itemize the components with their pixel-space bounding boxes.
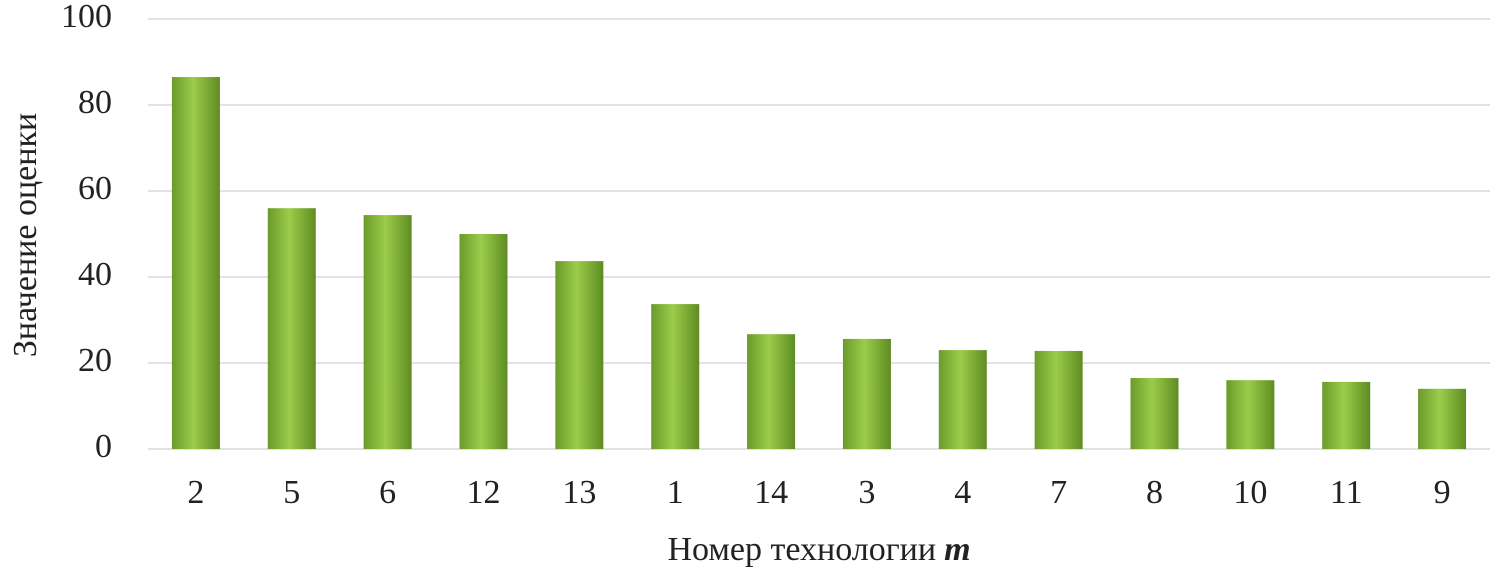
x-tick-label: 8	[1146, 474, 1163, 511]
bar	[1034, 350, 1083, 449]
bar	[1322, 381, 1371, 449]
x-tick-label: 2	[187, 474, 204, 511]
x-tick-label: 9	[1434, 474, 1451, 511]
y-tick-label: 60	[78, 170, 112, 207]
y-tick-label: 0	[95, 428, 112, 465]
x-tick-label: 11	[1330, 474, 1363, 511]
bar	[555, 261, 604, 449]
y-tick-label: 80	[78, 84, 112, 121]
y-tick-label: 100	[61, 0, 112, 35]
bar	[747, 334, 796, 449]
bar	[363, 215, 412, 449]
y-axis-label: Значение оценки	[7, 113, 44, 357]
x-tick-label: 4	[954, 474, 971, 511]
x-tick-label: 3	[858, 474, 875, 511]
bar	[938, 350, 987, 449]
bar	[651, 304, 700, 449]
x-axis-label: Номер технологии m	[667, 531, 970, 568]
x-axis-label-text: Номер технологии	[667, 531, 936, 568]
bar	[1226, 380, 1275, 449]
x-axis-label-variable: m	[944, 531, 970, 568]
y-tick-label: 20	[78, 342, 112, 379]
bar	[1130, 378, 1179, 449]
bar	[1418, 388, 1467, 449]
y-tick-label: 40	[78, 256, 112, 293]
bar	[171, 77, 220, 450]
bar	[267, 208, 316, 449]
x-tick-label: 5	[283, 474, 300, 511]
x-tick-label: 14	[754, 474, 788, 511]
x-tick-label: 7	[1050, 474, 1067, 511]
x-tick-label: 13	[562, 474, 596, 511]
x-tick-label: 1	[667, 474, 684, 511]
bar	[842, 338, 891, 449]
x-tick-label: 10	[1233, 474, 1267, 511]
x-tick-label: 6	[379, 474, 396, 511]
x-tick-label: 12	[467, 474, 501, 511]
bar	[459, 234, 508, 449]
